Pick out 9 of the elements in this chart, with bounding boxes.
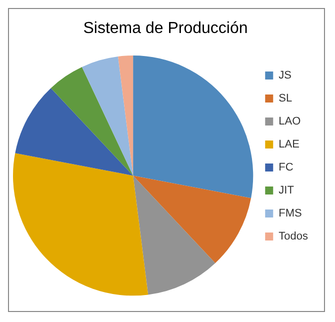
legend-label: LAE [278, 138, 300, 151]
legend-label: LAO [278, 116, 302, 128]
chart-title: Sistema de Producción [83, 20, 248, 38]
legend-label: JIT [278, 184, 294, 197]
legend-label: FMS [278, 208, 302, 220]
legend-label: SL [278, 92, 292, 105]
legend-label: FC [278, 162, 294, 174]
legend-label: JS [278, 70, 292, 82]
legend-label: Todos [278, 230, 308, 243]
